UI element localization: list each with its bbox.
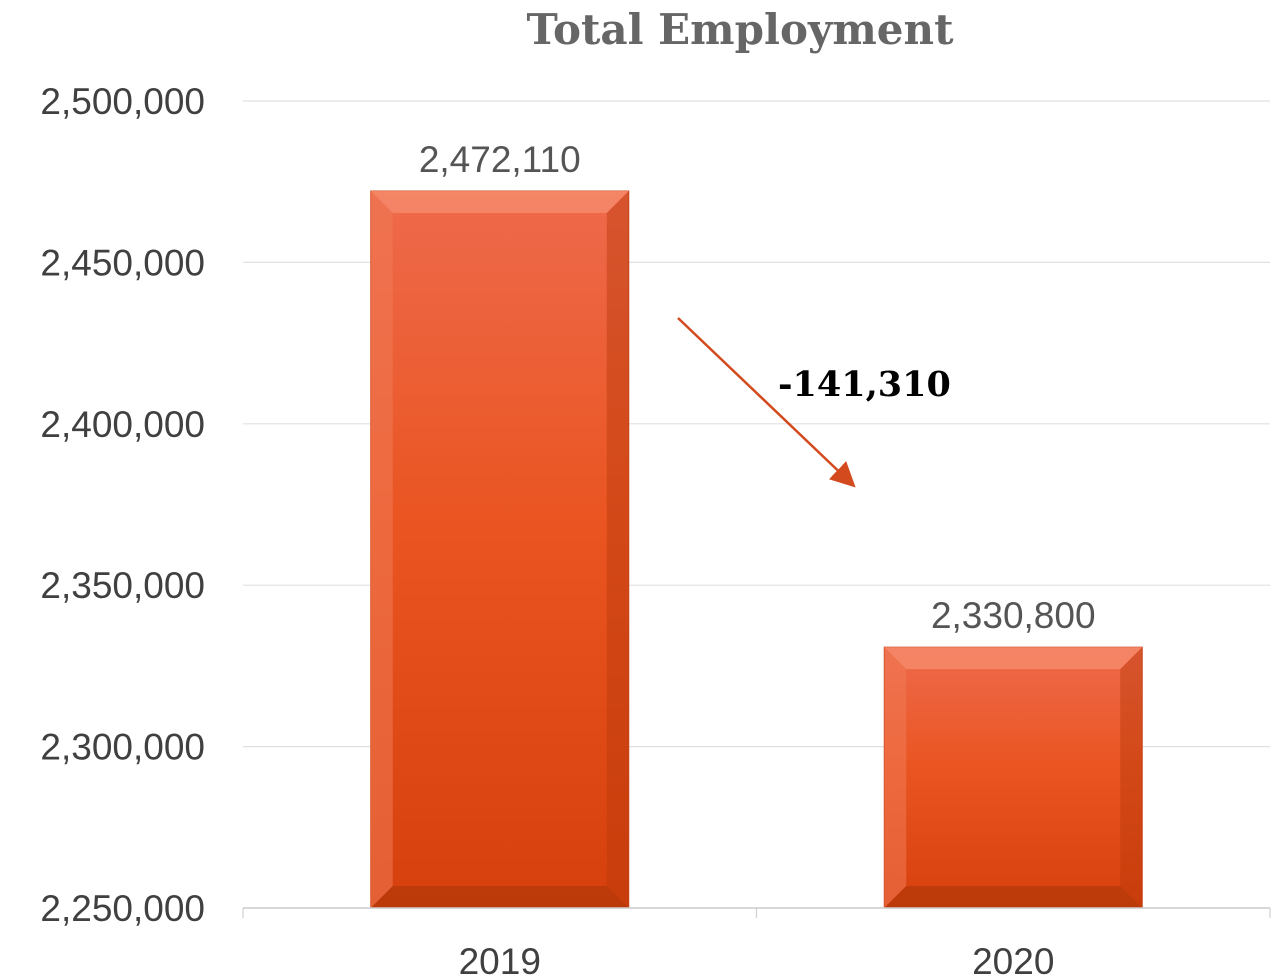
chart-title: Total Employment [527, 5, 955, 54]
bar-2020: 2,330,800 [883, 595, 1143, 909]
y-tick-label: 2,300,000 [40, 727, 205, 768]
bar-bevel-left [884, 647, 907, 908]
change-annotation: -141,310 [677, 317, 951, 488]
bar-bevel-bottom [370, 886, 629, 908]
x-axis: 2019 2020 [242, 907, 1271, 980]
y-tick-label: 2,350,000 [40, 565, 205, 606]
x-tick-label: 2020 [972, 941, 1054, 980]
change-arrow [677, 317, 856, 488]
bar-bevel-top [884, 647, 1143, 670]
y-tick-label: 2,500,000 [40, 81, 205, 122]
y-axis: 2,250,000 2,300,000 2,350,000 2,400,000 2,45… [40, 81, 205, 929]
bar-bevel-bottom [884, 886, 1143, 908]
y-tick-label: 2,400,000 [40, 404, 205, 445]
bar [370, 190, 630, 909]
y-tick-label: 2,450,000 [40, 242, 205, 283]
bar-bevel-right [1120, 647, 1143, 908]
bar-bevel-top [370, 191, 629, 214]
x-tick-label: 2019 [459, 941, 541, 980]
bar-2019: 2,472,110 [370, 139, 630, 909]
data-label: 2,472,110 [419, 139, 581, 180]
bar [883, 646, 1143, 909]
bar-bevel-right [606, 191, 629, 908]
data-label: 2,330,800 [931, 595, 1096, 636]
change-label: -141,310 [778, 364, 951, 405]
y-tick-label: 2,250,000 [40, 888, 205, 929]
bar-bevel-left [370, 191, 393, 908]
bars: 2,472,110 2,330,800 [370, 139, 1143, 909]
